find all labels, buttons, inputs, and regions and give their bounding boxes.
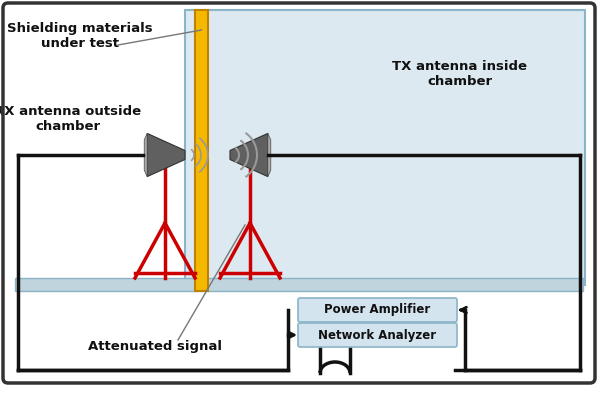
Text: Attenuated signal: Attenuated signal	[88, 340, 222, 353]
Polygon shape	[144, 134, 147, 177]
Text: Shielding materials
under test: Shielding materials under test	[7, 22, 153, 50]
Text: Network Analyzer: Network Analyzer	[319, 329, 437, 342]
Text: RX antenna outside
chamber: RX antenna outside chamber	[0, 105, 142, 133]
Text: TX antenna inside
chamber: TX antenna inside chamber	[392, 60, 527, 88]
FancyBboxPatch shape	[195, 10, 208, 291]
Text: Power Amplifier: Power Amplifier	[325, 303, 431, 316]
FancyBboxPatch shape	[15, 278, 583, 291]
FancyBboxPatch shape	[185, 10, 585, 285]
Polygon shape	[147, 134, 185, 177]
Polygon shape	[230, 134, 268, 177]
FancyBboxPatch shape	[298, 323, 457, 347]
Polygon shape	[268, 134, 271, 177]
FancyBboxPatch shape	[298, 298, 457, 322]
